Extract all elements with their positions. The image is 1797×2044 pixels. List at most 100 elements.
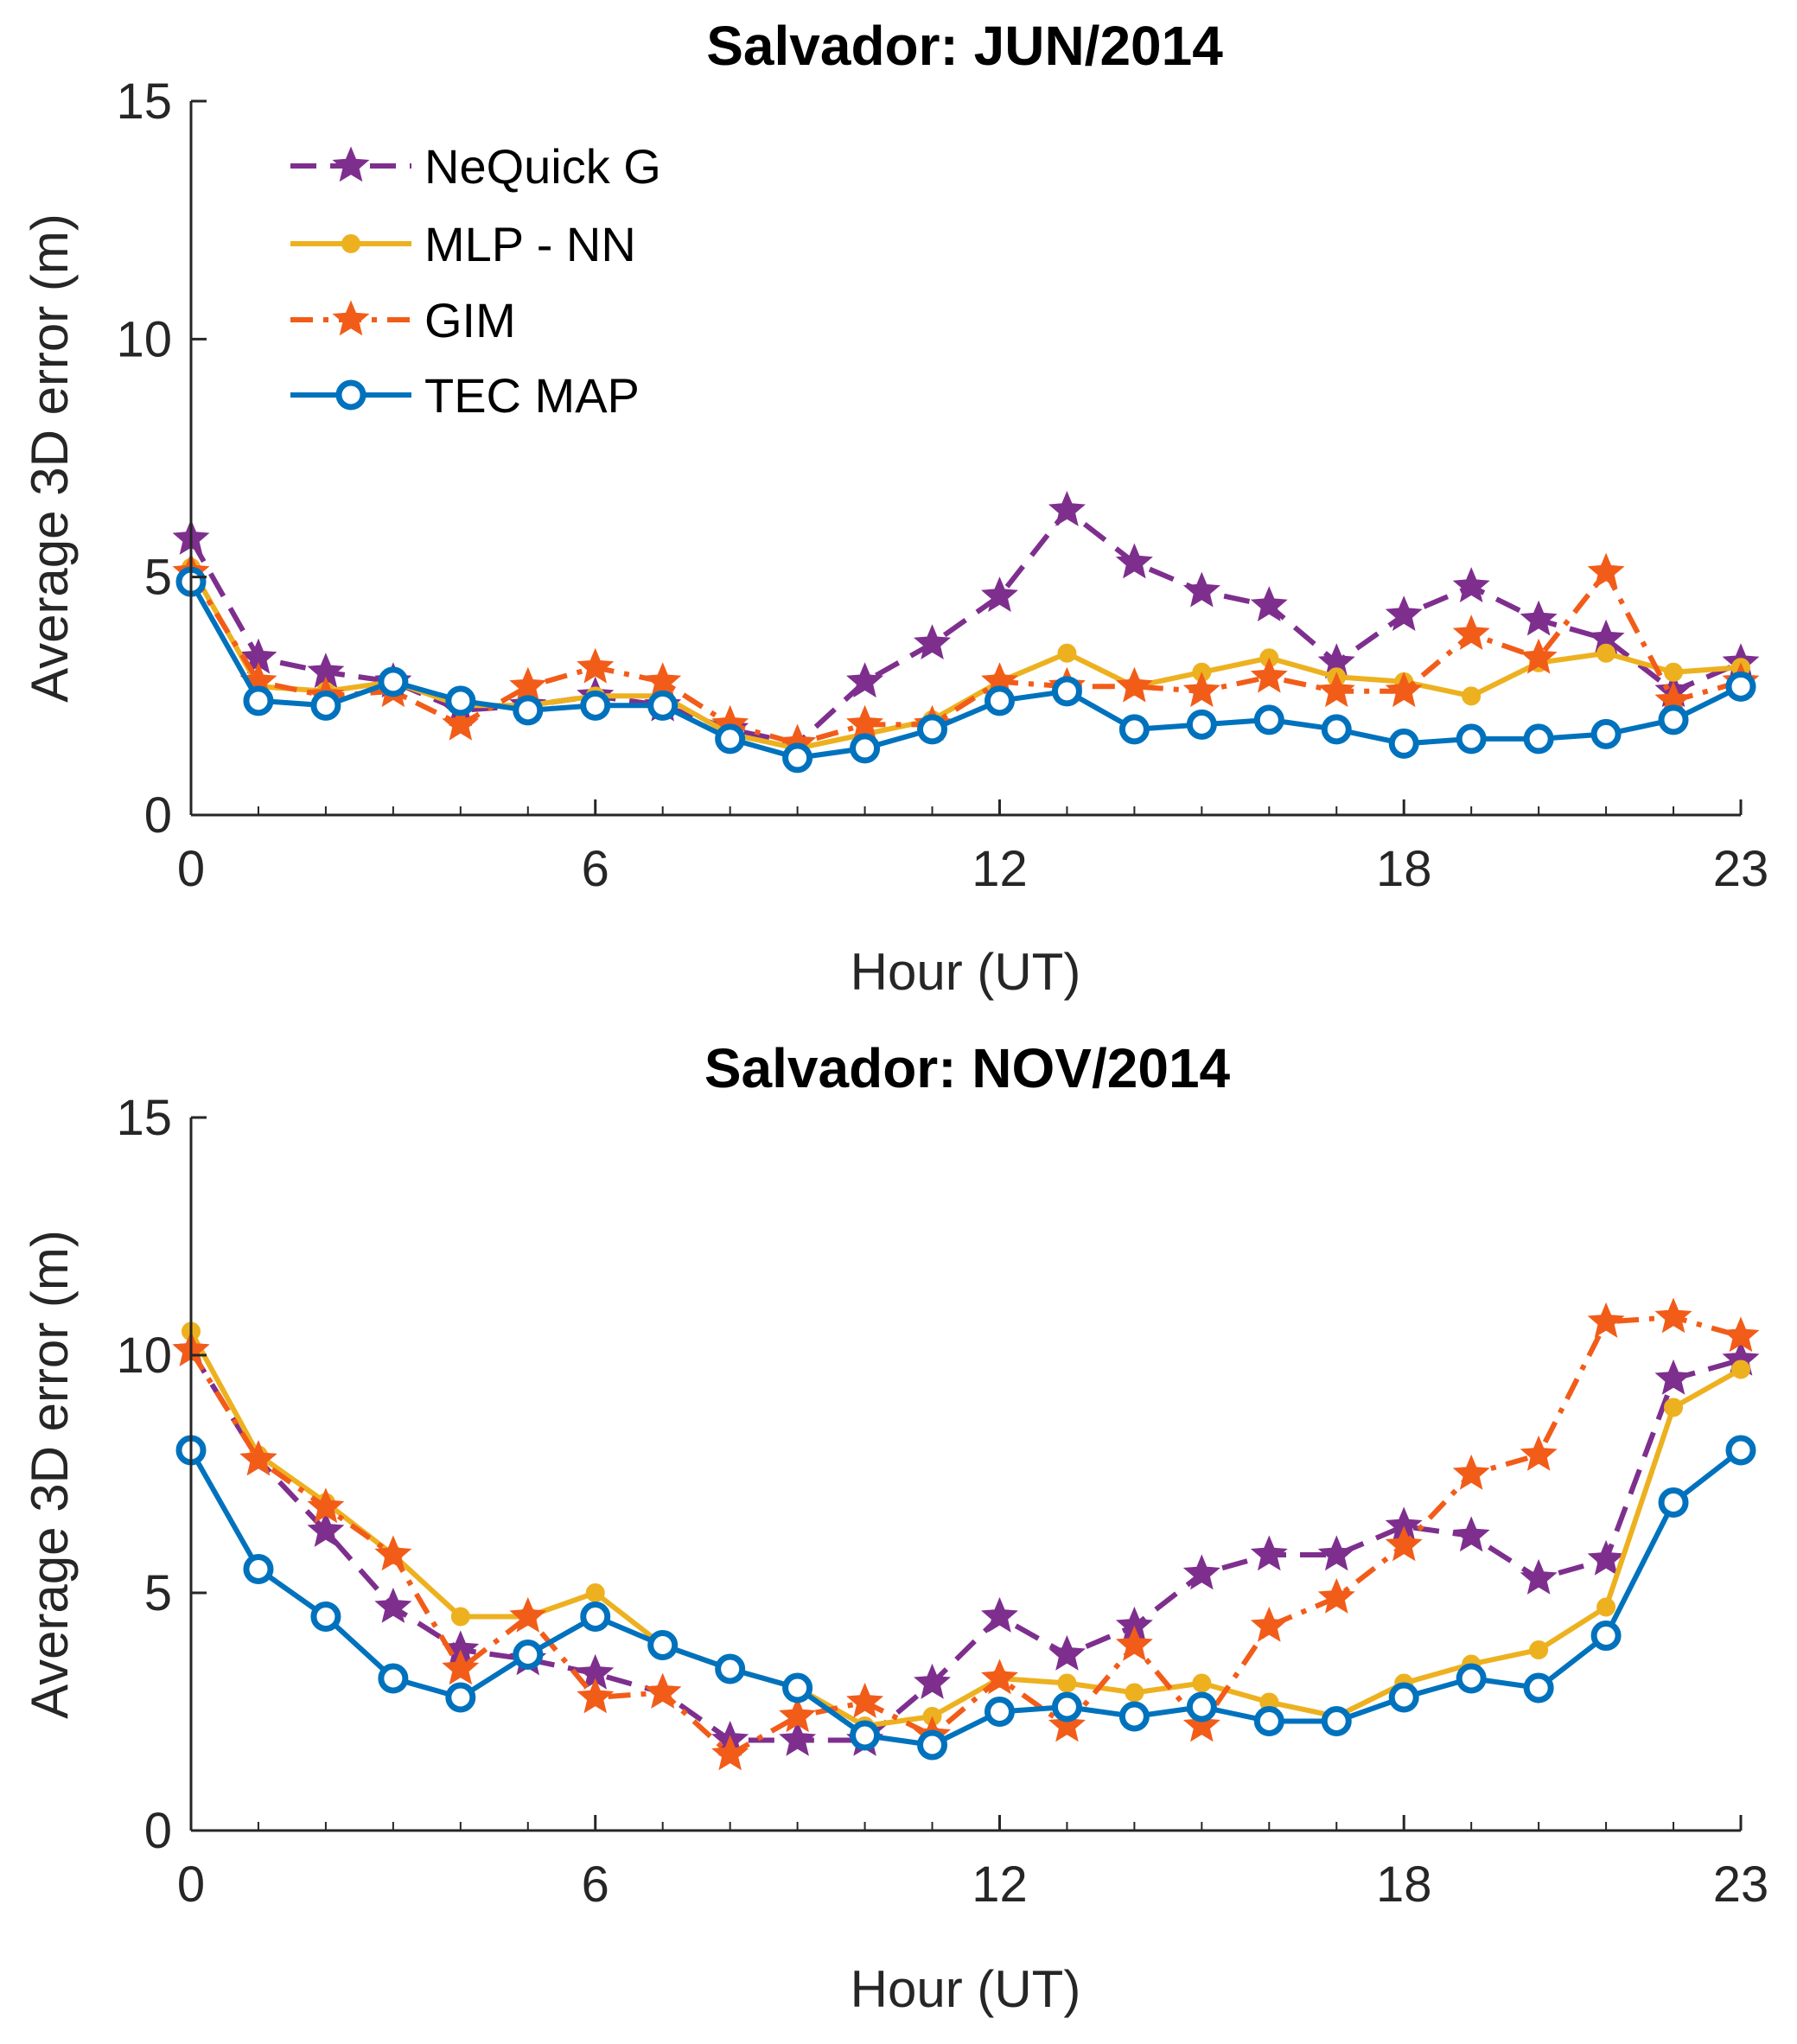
x-tick-label: 12 xyxy=(972,1856,1028,1913)
data-point xyxy=(1462,686,1482,706)
data-point xyxy=(1317,672,1355,708)
data-point xyxy=(711,1735,749,1771)
data-point xyxy=(1182,1554,1220,1590)
data-point xyxy=(1250,1535,1288,1571)
legend-item-nequick: NeQuick G xyxy=(290,139,661,194)
data-point xyxy=(1520,600,1558,636)
legend-marker xyxy=(341,234,360,253)
series-line xyxy=(188,1348,1742,1743)
data-point xyxy=(914,624,951,659)
data-point xyxy=(1654,1359,1692,1395)
data-point xyxy=(1725,671,1756,702)
series-line xyxy=(188,1315,1742,1757)
data-point xyxy=(585,1583,605,1602)
series-nequick-g xyxy=(172,1330,1760,1756)
data-point xyxy=(1664,1398,1684,1417)
data-point xyxy=(1658,1487,1689,1518)
data-point xyxy=(1250,586,1288,622)
data-point xyxy=(1057,1673,1077,1693)
series-line xyxy=(188,1330,1743,1729)
data-point xyxy=(779,1697,817,1733)
x-tick-label: 12 xyxy=(972,841,1028,897)
data-point xyxy=(850,733,881,764)
series-line xyxy=(188,570,1742,747)
legend-item-mlp: MLP - NN xyxy=(290,217,636,271)
data-point xyxy=(1048,1634,1086,1671)
y-tick-label: 15 xyxy=(116,1090,172,1146)
y-tick-label: 10 xyxy=(116,311,172,367)
data-point xyxy=(1590,1621,1622,1651)
chart-nov-2014: Salvador: NOV/2014 0 6 12 18 23 0 5 10 15 Hour (… xyxy=(21,1037,1768,2018)
data-point xyxy=(1125,1683,1144,1703)
data-point xyxy=(1596,1597,1616,1617)
data-point xyxy=(981,1659,1018,1695)
data-point xyxy=(1253,1706,1284,1736)
data-point xyxy=(1051,676,1082,707)
legend-item-tecmap: TEC MAP xyxy=(290,368,640,423)
data-point xyxy=(1452,1454,1490,1490)
data-point xyxy=(509,666,547,703)
data-point xyxy=(243,1554,274,1584)
chart-title: Salvador: JUN/2014 xyxy=(706,15,1223,77)
data-point xyxy=(981,576,1018,613)
data-point xyxy=(445,1682,476,1713)
series-mlp-nn xyxy=(182,557,1750,758)
data-point xyxy=(647,1630,679,1660)
data-point xyxy=(442,1649,480,1685)
data-point xyxy=(1115,1625,1153,1661)
data-point xyxy=(1182,571,1220,608)
series-tec-map xyxy=(175,1435,1756,1761)
legend-label-mlp: MLP - NN xyxy=(424,217,636,271)
data-point xyxy=(715,1653,746,1684)
chart-jun-2014: Salvador: JUN/2014 0 6 12 18 23 0 5 10 15 Hour (… xyxy=(21,15,1768,1001)
data-point xyxy=(846,704,884,741)
data-point xyxy=(1182,672,1220,708)
data-point xyxy=(1385,1525,1423,1562)
data-point xyxy=(513,695,544,726)
data-point xyxy=(580,690,611,721)
data-point xyxy=(374,1535,412,1571)
data-point xyxy=(509,1596,547,1633)
data-point xyxy=(917,714,948,745)
data-point xyxy=(1385,672,1423,708)
data-point xyxy=(310,690,341,721)
data-point xyxy=(1192,1673,1212,1693)
data-point xyxy=(310,1601,341,1632)
data-point xyxy=(374,1587,412,1623)
data-point xyxy=(1388,1682,1419,1713)
data-point xyxy=(647,690,679,721)
data-point xyxy=(914,1663,951,1699)
data-point xyxy=(644,662,682,698)
legend-label-nequick: NeQuick G xyxy=(424,139,661,194)
data-point xyxy=(1520,1435,1558,1471)
data-point xyxy=(1182,1706,1220,1742)
data-point xyxy=(577,1678,615,1714)
data-point xyxy=(1250,657,1288,693)
data-point xyxy=(450,1607,470,1627)
data-point xyxy=(1317,1577,1355,1614)
data-point xyxy=(782,742,813,774)
data-point xyxy=(917,1729,948,1761)
data-point xyxy=(1596,643,1616,663)
data-point xyxy=(846,662,884,698)
x-tick-label: 23 xyxy=(1713,1856,1769,1913)
x-tick-label: 0 xyxy=(177,841,205,897)
data-point xyxy=(981,1596,1018,1633)
data-point xyxy=(1523,1672,1554,1703)
data-point xyxy=(1590,718,1622,749)
x-tick-label: 0 xyxy=(177,1856,205,1913)
data-point xyxy=(1048,1706,1086,1742)
data-point xyxy=(1529,1640,1549,1659)
data-point xyxy=(984,1697,1015,1727)
data-point xyxy=(846,1682,884,1718)
data-point xyxy=(1664,662,1684,682)
data-point xyxy=(513,1640,544,1670)
data-point xyxy=(1388,728,1419,759)
x-tick-label: 23 xyxy=(1713,841,1769,897)
data-point xyxy=(782,1672,813,1703)
data-point xyxy=(1456,723,1487,755)
x-tick-label: 6 xyxy=(582,841,609,897)
x-tick-label: 18 xyxy=(1376,1856,1432,1913)
chart-title: Salvador: NOV/2014 xyxy=(704,1037,1231,1099)
data-point xyxy=(1186,1691,1217,1722)
